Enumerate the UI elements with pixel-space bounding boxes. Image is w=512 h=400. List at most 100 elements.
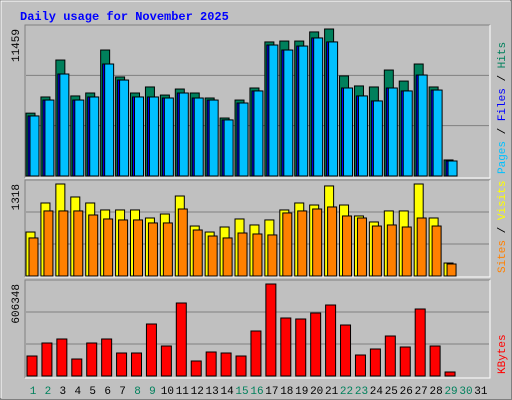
bar xyxy=(343,87,354,177)
x-tick-label: 23 xyxy=(355,386,368,398)
bar xyxy=(446,263,457,277)
bar xyxy=(192,229,203,277)
bar xyxy=(223,119,234,177)
legend-separator: / xyxy=(497,220,509,240)
bar xyxy=(268,44,279,177)
x-tick-label: 26 xyxy=(400,386,413,398)
bar xyxy=(193,97,204,177)
bar xyxy=(342,215,353,277)
bar xyxy=(41,342,53,377)
bar xyxy=(298,45,309,177)
bar xyxy=(280,317,292,377)
plot-bevel xyxy=(24,24,490,178)
bar xyxy=(267,234,278,277)
bar xyxy=(177,208,188,277)
bar xyxy=(220,352,232,377)
bar xyxy=(58,210,69,277)
bar xyxy=(28,237,39,277)
bar xyxy=(104,63,115,177)
bar xyxy=(145,323,157,377)
x-tick-label: 10 xyxy=(161,386,174,398)
bar xyxy=(237,232,248,277)
bar xyxy=(178,92,189,177)
bar xyxy=(205,351,217,377)
bar xyxy=(148,96,159,177)
bar xyxy=(74,99,85,177)
legend-entry: Pages xyxy=(497,141,509,174)
x-tick-label: 13 xyxy=(206,386,219,398)
bar xyxy=(175,302,187,377)
legend: Sites / Visits xyxy=(497,181,509,273)
bar xyxy=(429,345,441,377)
x-tick-label: 7 xyxy=(119,386,126,398)
bar xyxy=(387,87,398,177)
bar xyxy=(116,352,128,377)
y-tick-label: 1318 xyxy=(11,184,23,210)
bar xyxy=(131,352,143,377)
x-tick-label: 18 xyxy=(280,386,293,398)
bar xyxy=(119,79,130,177)
bar xyxy=(447,160,458,177)
bar xyxy=(295,318,307,377)
bar xyxy=(29,115,40,177)
x-tick-label: 9 xyxy=(149,386,156,398)
x-tick-label: 16 xyxy=(250,386,263,398)
x-tick-label: 17 xyxy=(265,386,278,398)
legend-separator: / xyxy=(497,68,509,88)
chart-title: Daily usage for November 2025 xyxy=(20,10,229,24)
legend-entry: Visits xyxy=(497,181,509,221)
x-tick-label: 1 xyxy=(30,386,37,398)
x-tick-label: 12 xyxy=(191,386,204,398)
bar xyxy=(283,49,294,177)
bar xyxy=(354,354,366,377)
x-tick-label: 15 xyxy=(235,386,248,398)
x-tick-label: 27 xyxy=(415,386,428,398)
bar xyxy=(386,224,397,277)
bar xyxy=(356,217,367,277)
x-tick-label: 6 xyxy=(104,386,111,398)
x-tick-label: 5 xyxy=(89,386,96,398)
plot-bevel xyxy=(25,180,491,278)
legend: KBytes xyxy=(497,334,509,374)
bar xyxy=(190,360,202,377)
bar xyxy=(103,218,114,277)
bar xyxy=(399,346,411,377)
bar xyxy=(208,99,219,177)
bar xyxy=(252,233,263,277)
bar xyxy=(327,206,338,277)
bar xyxy=(371,225,382,277)
bar xyxy=(59,73,70,177)
plot-bevel xyxy=(25,25,491,179)
x-tick-label: 31 xyxy=(474,386,488,398)
bar xyxy=(384,335,396,377)
plot-bevel xyxy=(24,179,490,277)
plot-bevel xyxy=(24,279,490,378)
legend-entry: Hits xyxy=(497,42,509,68)
x-tick-label: 22 xyxy=(340,386,353,398)
bar xyxy=(147,222,158,277)
x-tick-label: 29 xyxy=(444,386,457,398)
bar xyxy=(160,345,172,377)
bar xyxy=(88,214,99,277)
x-tick-label: 14 xyxy=(220,386,234,398)
bar xyxy=(357,95,368,177)
bar xyxy=(250,330,262,377)
bar xyxy=(265,283,277,377)
bar xyxy=(310,312,322,377)
legend-separator: / xyxy=(497,121,509,141)
x-tick-label: 25 xyxy=(385,386,398,398)
bar xyxy=(162,222,173,277)
legend-entry: Sites xyxy=(497,240,509,273)
bar xyxy=(71,358,83,377)
bar xyxy=(312,208,323,277)
bar xyxy=(101,338,113,377)
bar xyxy=(313,37,324,177)
bar xyxy=(133,219,144,277)
bar xyxy=(444,371,456,377)
x-tick-label: 28 xyxy=(430,386,443,398)
bar xyxy=(325,304,337,377)
bar xyxy=(328,41,339,177)
bar xyxy=(134,96,145,177)
